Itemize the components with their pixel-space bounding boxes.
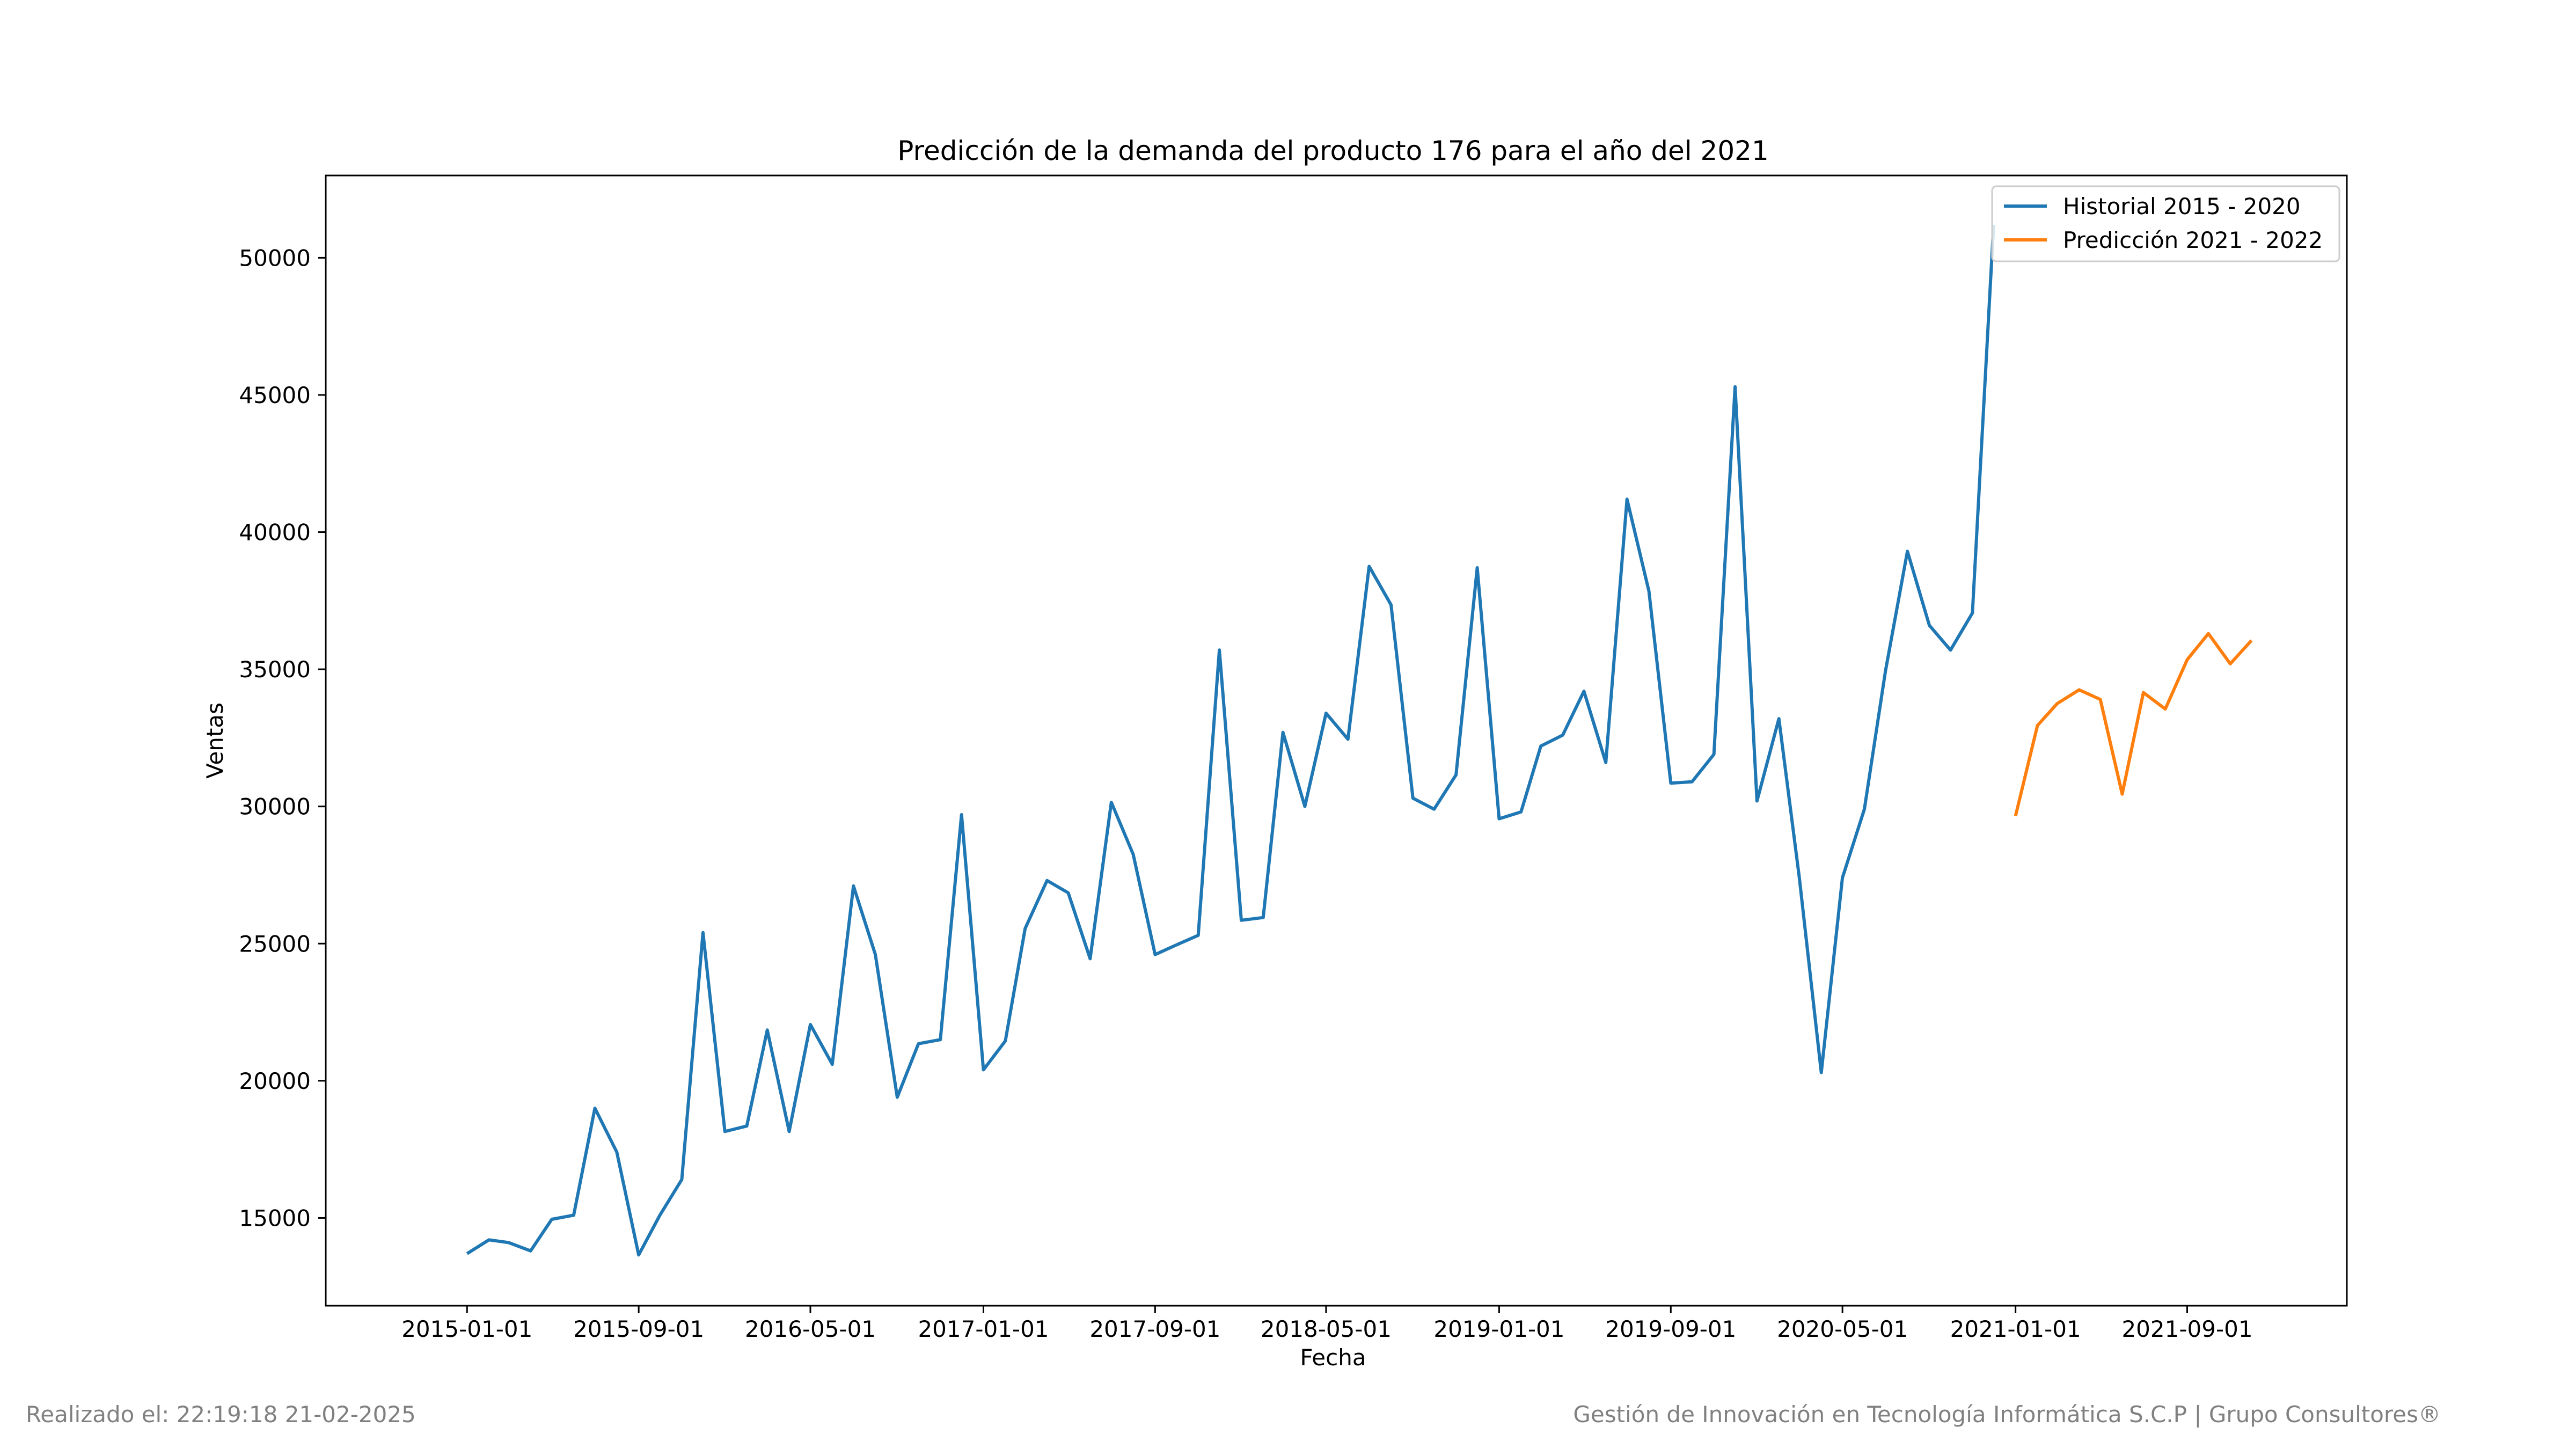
axes-frame [325,174,2348,1307]
series-line-1 [466,224,1995,1257]
x-tick-label: 2018-05-01 [1261,1316,1392,1342]
x-tick-label: 2019-01-01 [1433,1316,1564,1342]
y-tick-label: 35000 [239,656,311,683]
y-axis: 15000 20000 25000 30000 35000 40000 45000 50000 [239,245,326,1231]
y-tick-label: 50000 [239,245,311,271]
chart-title: Predicción de la demanda del producto 17… [897,135,1769,166]
x-tick-label: 2015-01-01 [401,1316,532,1342]
x-axis: 2015-01-01 2015-09-01 2016-05-01 2017-01-01… [401,1306,2253,1342]
y-tick-label: 25000 [239,931,311,957]
x-tick-label: 2019-09-01 [1605,1316,1736,1342]
legend-box [1991,185,2340,262]
y-tick-label: 30000 [239,794,311,820]
x-tick-label: 2016-05-01 [745,1316,876,1342]
y-tick-label: 40000 [239,519,311,546]
legend: Historial 2015 - 2020 Predicción 2021 - 2… [1991,185,2340,262]
plot-area [325,174,2348,1307]
legend-label: Historial 2015 - 2020 [2063,193,2301,219]
y-axis-label: Ventas [202,702,228,779]
footer-timestamp: Realizado el: 22:19:18 21-02-2025 [26,1401,416,1428]
x-tick-label: 2020-05-01 [1777,1316,1908,1342]
y-tick-label: 15000 [239,1205,311,1231]
legend-label: Predicción 2021 - 2022 [2063,227,2323,253]
y-tick-label: 20000 [239,1068,311,1094]
footer-company: Gestión de Innovación en Tecnología Info… [1573,1401,2441,1428]
x-tick-label: 2021-09-01 [2121,1316,2252,1342]
y-tick-label: 45000 [239,382,311,408]
x-axis-label: Fecha [1300,1344,1366,1371]
x-tick-label: 2015-09-01 [573,1316,704,1342]
x-tick-label: 2021-01-01 [1950,1316,2081,1342]
series-line-2 [2014,632,2253,817]
x-tick-label: 2017-01-01 [918,1316,1049,1342]
x-tick-label: 2017-09-01 [1089,1316,1220,1342]
